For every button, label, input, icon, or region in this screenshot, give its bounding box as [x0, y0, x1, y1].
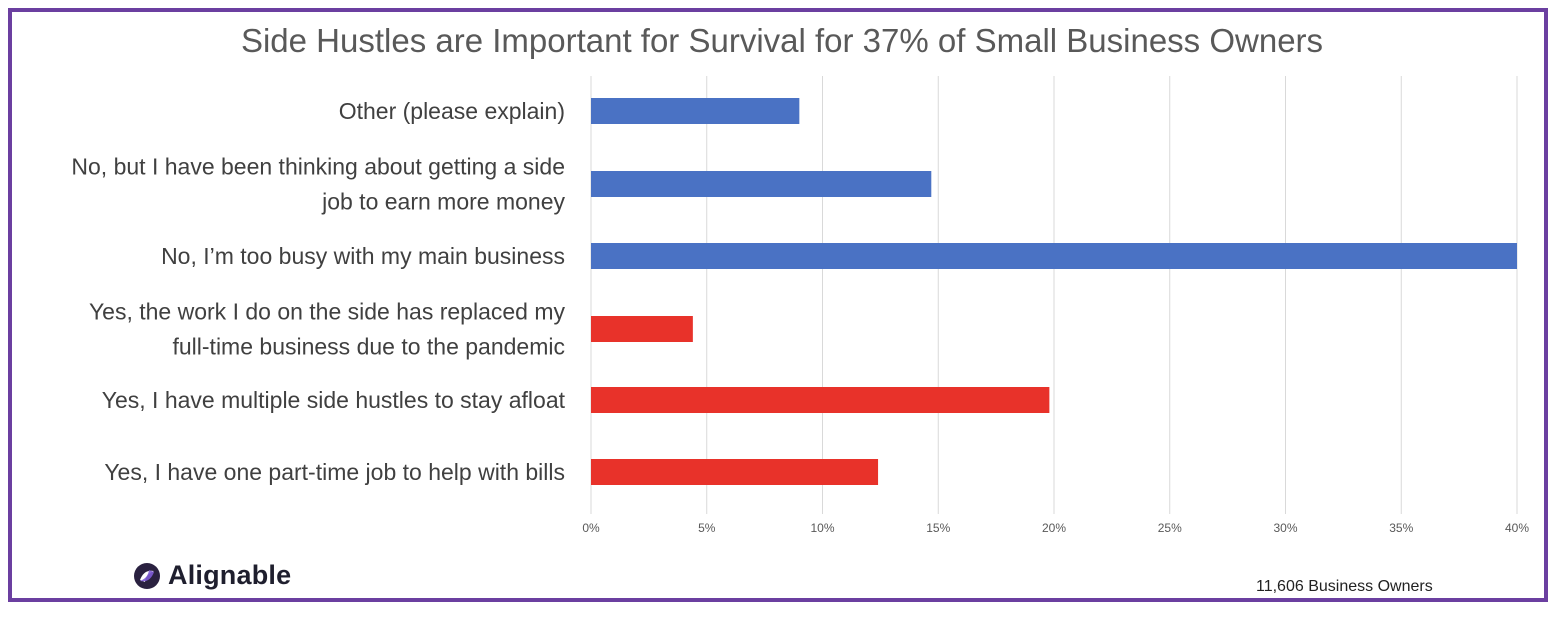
- bar: [591, 459, 879, 485]
- bar: [591, 387, 1050, 413]
- chart-title: Side Hustles are Important for Survival …: [240, 22, 1324, 59]
- x-tick-label: 30%: [1273, 521, 1297, 535]
- category-labels: Other (please explain) No, but I have bee…: [71, 98, 565, 485]
- bar: [591, 243, 1517, 269]
- brand-logo: Alignable: [132, 560, 291, 591]
- x-tick-label: 20%: [1042, 521, 1066, 535]
- x-tick-label: 5%: [698, 521, 716, 535]
- x-tick-label: 10%: [810, 521, 834, 535]
- x-tick-label: 40%: [1505, 521, 1529, 535]
- gridlines: [590, 76, 1518, 514]
- x-tick-label: 0%: [582, 521, 600, 535]
- bars: [591, 98, 1517, 485]
- bar: [591, 171, 932, 197]
- category-label: Other (please explain): [339, 98, 565, 124]
- category-label: No, but I have been thinking about getti…: [71, 154, 565, 215]
- category-label: No, I’m too busy with my main business: [161, 243, 565, 269]
- category-label: Yes, I have one part-time job to help wi…: [104, 459, 565, 485]
- category-label: Yes, I have multiple side hustles to sta…: [102, 387, 566, 413]
- category-label: Yes, the work I do on the side has repla…: [89, 299, 566, 360]
- sample-size-note: 11,606 Business Owners: [1256, 578, 1433, 595]
- x-tick-label: 25%: [1158, 521, 1182, 535]
- bar: [591, 98, 800, 124]
- alignable-logo-icon: [134, 562, 160, 589]
- x-axis-ticks: 0% 5% 10% 15% 20% 25% 30% 35% 40%: [582, 521, 1529, 535]
- x-tick-label: 35%: [1389, 521, 1413, 535]
- bar: [591, 316, 693, 342]
- x-tick-label: 15%: [926, 521, 950, 535]
- brand-name: Alignable: [168, 560, 292, 590]
